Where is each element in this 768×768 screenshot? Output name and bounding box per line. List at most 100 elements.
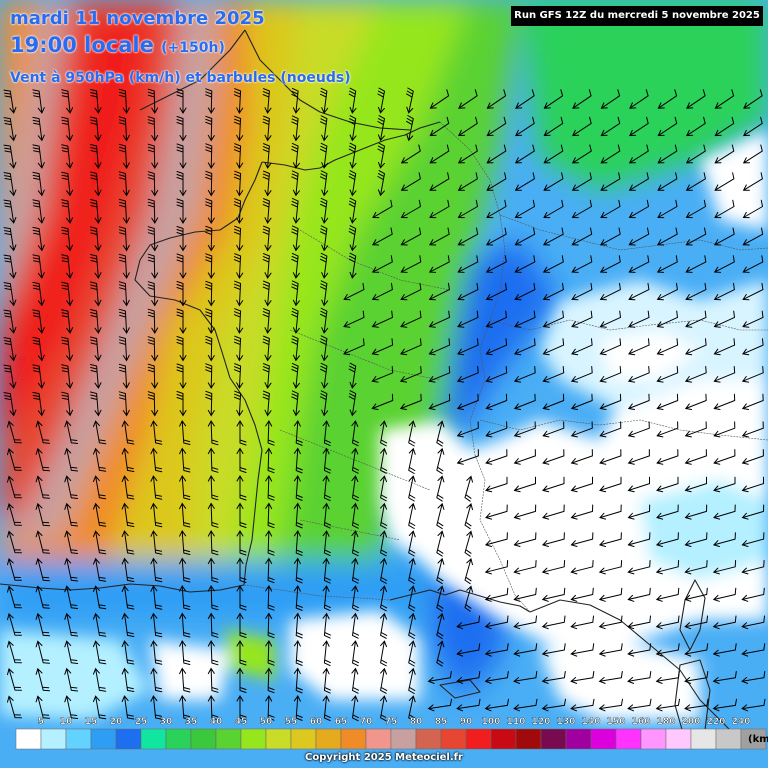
wind-barb (61, 144, 74, 169)
wind-barb (408, 447, 416, 474)
wind-barb (627, 504, 651, 520)
wind-barb (233, 363, 244, 389)
wind-barb (742, 199, 763, 219)
wind-barb (64, 640, 79, 664)
wind-barb (371, 338, 394, 356)
wind-barb (542, 310, 564, 328)
wind-barb (150, 612, 163, 638)
wind-barb (343, 282, 365, 301)
wind-barb (176, 88, 187, 114)
wind-barb (265, 640, 275, 666)
wind-barb (570, 643, 595, 657)
wind-barb (600, 144, 621, 164)
wind-barb (599, 504, 622, 520)
wind-barb (628, 338, 650, 356)
wind-barb (61, 281, 74, 307)
legend-swatch (465, 728, 492, 750)
wind-barb (741, 421, 764, 438)
wind-barb (7, 557, 22, 581)
wind-barb (64, 557, 79, 582)
wind-barb (684, 560, 708, 575)
wind-barb (542, 476, 565, 493)
wind-barb (486, 116, 507, 137)
wind-barb (741, 449, 764, 465)
legend-label: 5 (38, 717, 44, 727)
wind-barb (93, 667, 107, 692)
wind-barb (380, 667, 388, 694)
wind-barb (320, 115, 329, 142)
wind-barb (598, 643, 623, 657)
wind-barb (3, 364, 17, 389)
wind-barb (179, 585, 191, 610)
wind-barb (456, 671, 481, 684)
wind-barb (147, 116, 159, 142)
wind-barb (233, 143, 244, 169)
legend-swatch (340, 728, 367, 750)
wind-barb (380, 502, 388, 529)
wind-barb (351, 667, 359, 694)
wind-barb (541, 698, 566, 712)
wind-barb (513, 615, 537, 630)
wind-barb (399, 366, 422, 383)
legend-swatch (140, 728, 167, 750)
wind-barb (656, 449, 679, 465)
coastline-france-west (134, 121, 441, 586)
wind-barb (429, 116, 450, 137)
wind-barb (121, 695, 135, 720)
wind-barb (176, 116, 187, 142)
legend-label: 100 (482, 717, 501, 727)
wind-barb (712, 698, 737, 712)
wind-barb (542, 255, 564, 273)
legend-swatch (15, 728, 42, 750)
wind-barb (456, 366, 479, 383)
wind-barb (351, 557, 359, 584)
wind-barb (262, 115, 272, 142)
wind-barb (513, 698, 538, 712)
wind-barb (118, 281, 130, 307)
wind-barb (233, 170, 244, 197)
wind-barb (570, 698, 595, 712)
wind-barb (179, 420, 191, 445)
wind-barb (90, 336, 102, 362)
wind-barb (513, 671, 538, 684)
wind-barb (486, 89, 507, 109)
wind-barb (265, 667, 275, 694)
wind-barb (7, 530, 22, 554)
wind-barb (570, 421, 593, 438)
wind-barb (380, 420, 388, 447)
legend-swatch (240, 728, 267, 750)
wind-barb (351, 502, 359, 529)
legend-label: 10 (60, 717, 73, 727)
wind-barb (233, 335, 244, 362)
coastline-mediterranean (389, 589, 531, 613)
wind-barb (655, 587, 680, 602)
wind-barb (377, 115, 385, 142)
legend-label: 130 (557, 717, 576, 727)
wind-barb (351, 530, 359, 557)
wind-barb (351, 420, 359, 447)
wind-barb (486, 144, 507, 164)
wind-barb (205, 363, 215, 389)
wind-barb (400, 227, 422, 246)
wind-barb (371, 310, 393, 328)
wind-barb (147, 143, 159, 169)
wind-barb (408, 502, 416, 529)
wind-barb (685, 116, 706, 137)
wind-barb (61, 89, 74, 114)
wind-barb (7, 612, 22, 636)
wind-barb (147, 88, 159, 114)
wind-barb (684, 476, 707, 493)
wind-barb (121, 447, 135, 472)
wind-barb (348, 197, 357, 224)
wind-barb (542, 421, 565, 438)
wind-barb (207, 585, 219, 611)
wind-barb (348, 252, 357, 279)
wind-barb (236, 530, 247, 556)
wind-barb (291, 280, 300, 307)
wind-barb (628, 144, 649, 164)
wind-barb (179, 612, 191, 638)
wind-barb (343, 338, 365, 356)
wind-barb (543, 172, 564, 191)
wind-barb (207, 557, 219, 583)
